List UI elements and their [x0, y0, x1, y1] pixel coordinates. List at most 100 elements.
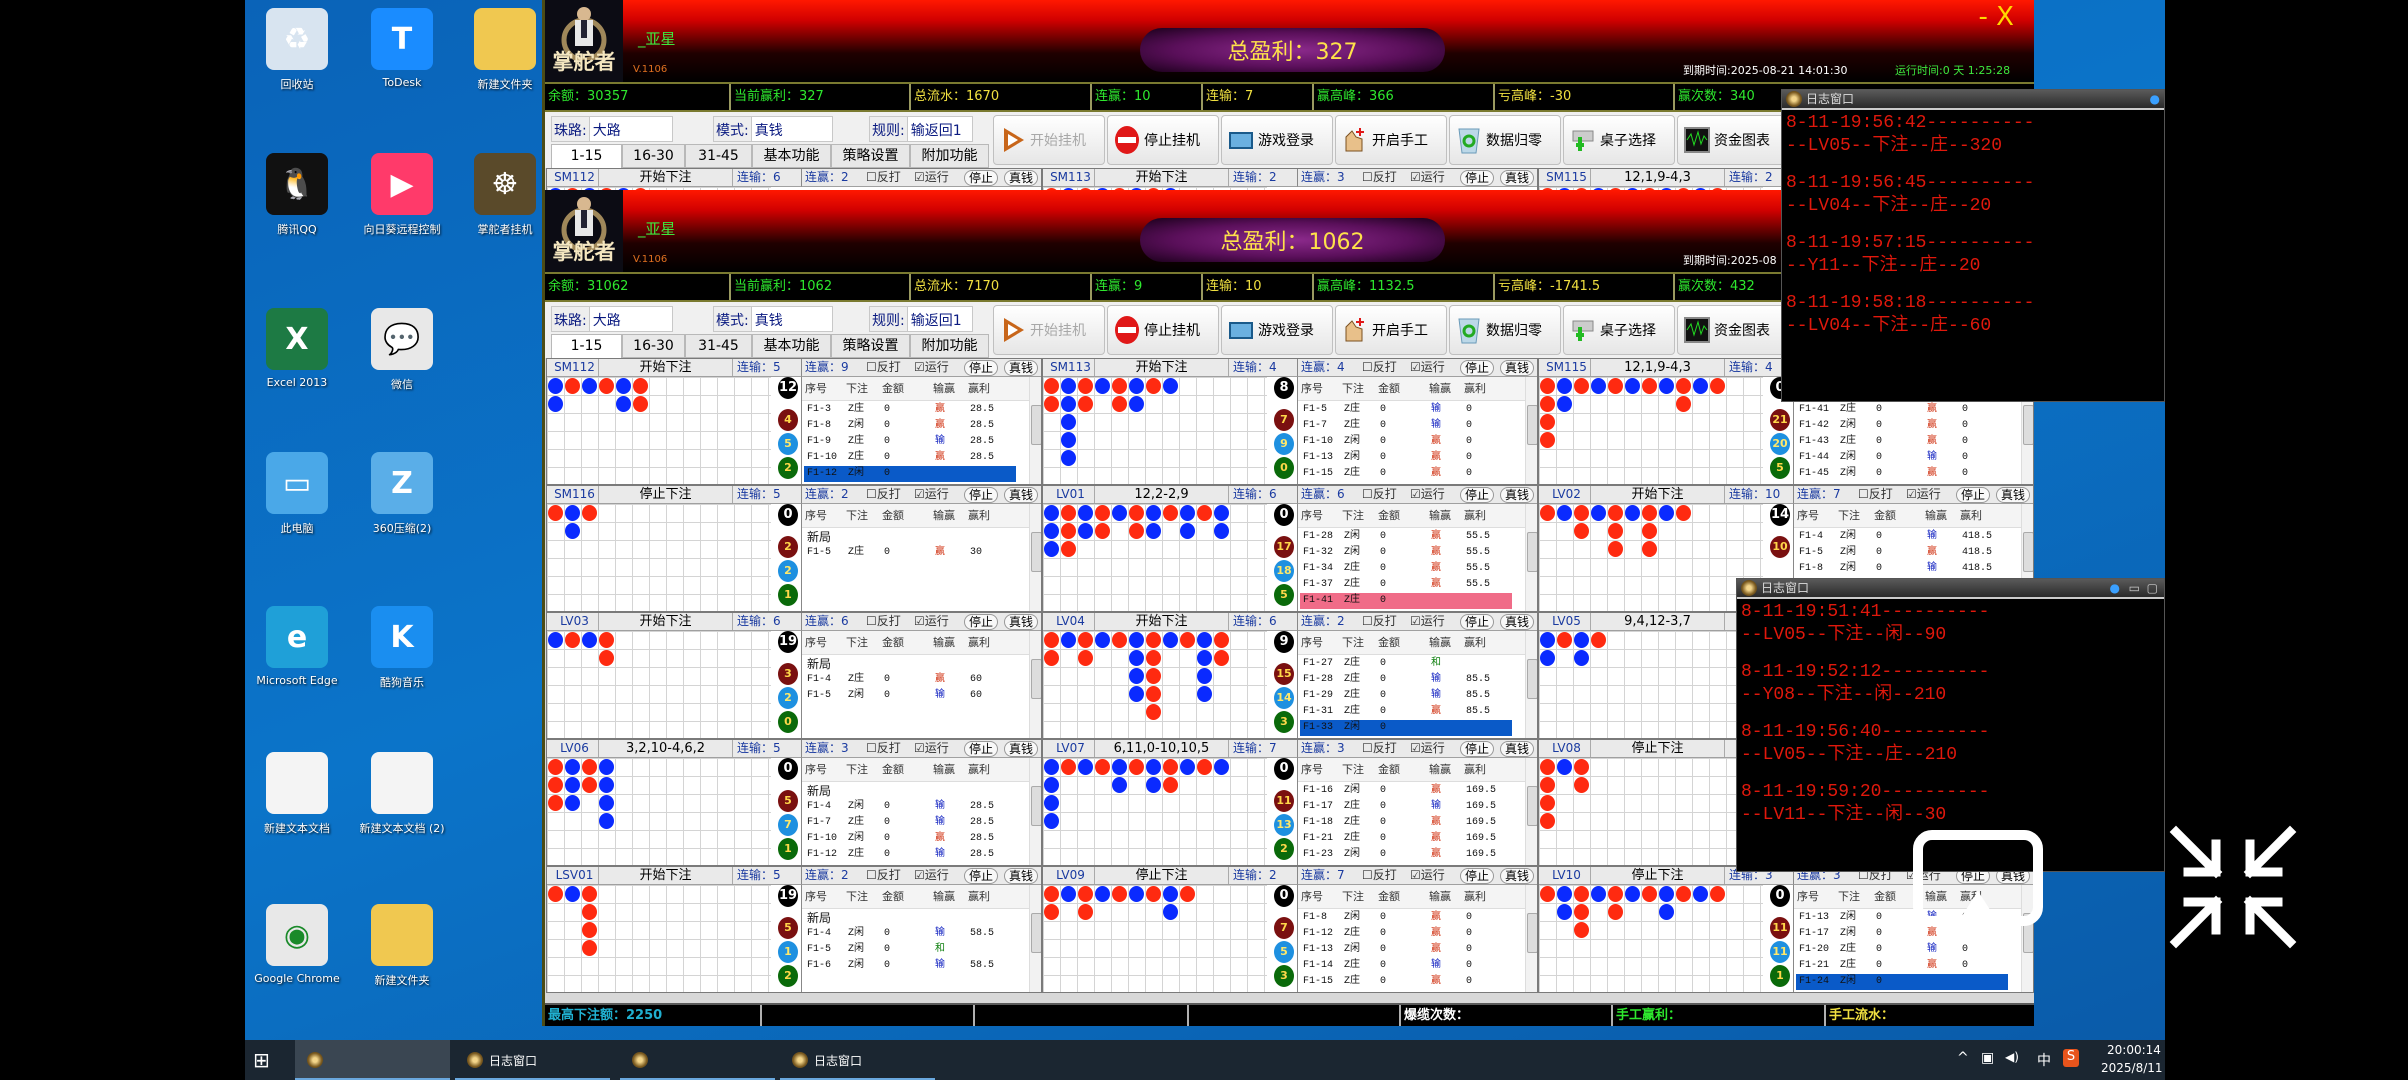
- real-money-button[interactable]: 真钱: [1004, 487, 1039, 503]
- table-cell[interactable]: F1-12: [807, 849, 838, 860]
- taskbar-item[interactable]: 日志窗口: [780, 1040, 935, 1080]
- table-cell[interactable]: 赢: [935, 404, 945, 415]
- toolbar-button[interactable]: 数据归零: [1449, 115, 1561, 165]
- table-cell[interactable]: 赢: [1431, 785, 1441, 796]
- maximize-icon[interactable]: ▢: [2146, 581, 2158, 595]
- stop-button[interactable]: 停止: [964, 741, 999, 757]
- table-cell[interactable]: 0: [1380, 801, 1387, 812]
- table-cell[interactable]: Z庄: [1344, 579, 1361, 590]
- table-cell[interactable]: 输: [935, 690, 945, 701]
- table-scrollbar[interactable]: [2021, 377, 2033, 484]
- toolbar-button[interactable]: 开启手工: [1335, 115, 1447, 165]
- table-cell[interactable]: 0: [1466, 944, 1473, 955]
- run-checkbox[interactable]: ☑运行: [1410, 360, 1445, 374]
- table-cell[interactable]: 0: [1876, 960, 1883, 971]
- table-cell[interactable]: 输: [1431, 674, 1441, 685]
- scroll-thumb[interactable]: [1031, 532, 1041, 572]
- table-cell[interactable]: F1-14: [1303, 960, 1334, 971]
- desktop-icon[interactable]: Z 360压缩(2): [352, 452, 452, 536]
- table-cell[interactable]: Z闲: [848, 960, 865, 971]
- table-cell[interactable]: 0: [884, 436, 891, 447]
- table-cell[interactable]: F1-21: [1799, 960, 1830, 971]
- reverse-checkbox[interactable]: ☐反打: [1858, 487, 1893, 501]
- desktop-icon[interactable]: ◉ Google Chrome: [247, 904, 347, 985]
- run-checkbox[interactable]: ☑运行: [1410, 487, 1445, 501]
- clock-date[interactable]: 2025/8/11: [2101, 1061, 2163, 1075]
- table-cell[interactable]: 0: [1380, 706, 1387, 717]
- table-cell[interactable]: 赢: [1431, 817, 1441, 828]
- table-scrollbar[interactable]: [1525, 631, 1537, 738]
- table-cell[interactable]: 输: [935, 960, 945, 971]
- stop-button[interactable]: 停止: [1460, 741, 1495, 757]
- table-cell[interactable]: 赢: [1431, 976, 1441, 987]
- table-cell[interactable]: F1-12: [1303, 928, 1334, 939]
- table-cell[interactable]: F1-4: [1799, 531, 1824, 542]
- table-cell[interactable]: 赢: [1431, 706, 1441, 717]
- log-title-bar[interactable]: 日志窗口 ●: [1782, 90, 2164, 108]
- table-cell[interactable]: Z闲: [848, 944, 865, 955]
- table-cell[interactable]: 0: [1380, 531, 1387, 542]
- table-cell[interactable]: 28.5: [970, 817, 995, 828]
- scroll-thumb[interactable]: [1527, 913, 1537, 953]
- table-cell[interactable]: 赢: [1431, 833, 1441, 844]
- run-checkbox[interactable]: ☑运行: [914, 868, 949, 882]
- table-cell[interactable]: F1-10: [1303, 436, 1334, 447]
- table-cell[interactable]: 58.5: [970, 928, 995, 939]
- real-money-button[interactable]: 真钱: [1500, 868, 1535, 884]
- table-cell[interactable]: F1-31: [1303, 706, 1334, 717]
- tab-附加功能[interactable]: 附加功能: [910, 144, 989, 168]
- table-cell[interactable]: 0: [1380, 833, 1387, 844]
- table-cell[interactable]: 60: [970, 690, 983, 701]
- table-cell[interactable]: Z庄: [1344, 706, 1361, 717]
- table-cell[interactable]: 0: [1466, 420, 1473, 431]
- table-cell[interactable]: 0: [1466, 468, 1473, 479]
- toolbar-button[interactable]: 开启手工: [1335, 305, 1447, 355]
- table-cell[interactable]: 0: [884, 817, 891, 828]
- reverse-checkbox[interactable]: ☐反打: [866, 170, 901, 184]
- stop-button[interactable]: 停止: [1460, 614, 1495, 630]
- table-cell[interactable]: F1-28: [1303, 674, 1334, 685]
- desktop-icon[interactable]: K 酷狗音乐: [352, 606, 452, 690]
- table-cell[interactable]: Z闲: [1840, 928, 1857, 939]
- table-cell[interactable]: 169.5: [1466, 817, 1497, 828]
- table-cell[interactable]: 0: [1876, 976, 1883, 987]
- table-cell[interactable]: 0: [884, 849, 891, 860]
- table-cell[interactable]: Z闲: [1344, 849, 1361, 860]
- table-cell[interactable]: 输: [1927, 531, 1937, 542]
- table-cell[interactable]: 0: [1876, 436, 1883, 447]
- table-cell[interactable]: F1-6: [807, 960, 832, 971]
- table-cell[interactable]: 30: [970, 547, 983, 558]
- table-cell[interactable]: Z闲: [1344, 912, 1361, 923]
- table-cell[interactable]: 输: [1431, 420, 1441, 431]
- desktop-icon[interactable]: X Excel 2013: [247, 308, 347, 389]
- table-cell[interactable]: 0: [1380, 690, 1387, 701]
- reverse-checkbox[interactable]: ☐反打: [1362, 741, 1397, 755]
- table-scrollbar[interactable]: [1029, 377, 1041, 484]
- table-cell[interactable]: 169.5: [1466, 801, 1497, 812]
- real-money-button[interactable]: 真钱: [1004, 741, 1039, 757]
- table-cell[interactable]: 输: [1431, 404, 1441, 415]
- table-cell[interactable]: F1-41: [1303, 595, 1334, 606]
- table-cell[interactable]: Z庄: [1840, 960, 1857, 971]
- table-cell[interactable]: Z庄: [1840, 404, 1857, 415]
- table-cell[interactable]: F1-5: [1799, 547, 1824, 558]
- table-cell[interactable]: Z闲: [1344, 531, 1361, 542]
- table-cell[interactable]: Z闲: [1344, 436, 1361, 447]
- table-cell[interactable]: 输: [1927, 452, 1937, 463]
- table-cell[interactable]: F1-29: [1303, 690, 1334, 701]
- table-cell[interactable]: F1-17: [1303, 801, 1334, 812]
- run-checkbox[interactable]: ☑运行: [914, 487, 949, 501]
- real-money-button[interactable]: 真钱: [1004, 868, 1039, 884]
- run-checkbox[interactable]: ☑运行: [914, 614, 949, 628]
- table-cell[interactable]: F1-5: [807, 690, 832, 701]
- scroll-thumb[interactable]: [1031, 913, 1041, 953]
- tab-16-30[interactable]: 16-30: [622, 144, 685, 168]
- real-money-button[interactable]: 真钱: [1004, 614, 1039, 630]
- table-cell[interactable]: 输: [935, 928, 945, 939]
- window-controls[interactable]: - X: [1978, 2, 2014, 32]
- table-cell[interactable]: 28.5: [970, 420, 995, 431]
- scroll-thumb[interactable]: [2023, 913, 2033, 953]
- table-cell[interactable]: 赢: [1927, 404, 1937, 415]
- table-cell[interactable]: 0: [1876, 563, 1883, 574]
- run-checkbox[interactable]: ☑运行: [1906, 487, 1941, 501]
